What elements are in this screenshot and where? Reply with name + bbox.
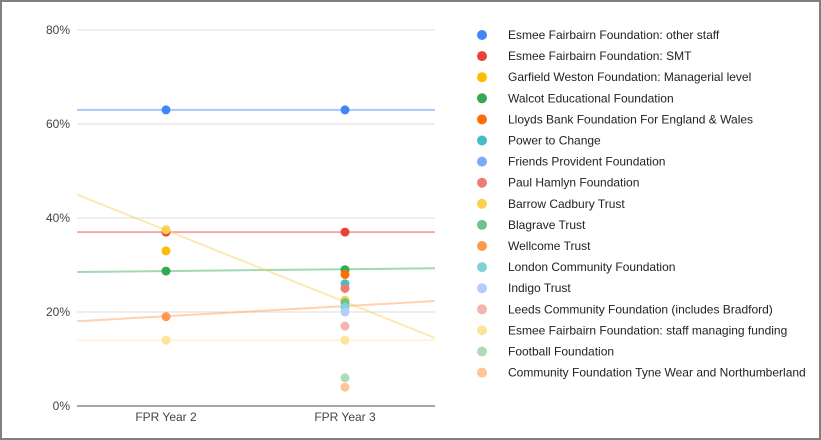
legend-marker xyxy=(477,114,487,125)
legend-marker xyxy=(477,262,487,273)
legend-label: Blagrave Trust xyxy=(508,218,586,232)
legend-label: Wellcome Trust xyxy=(508,239,591,253)
y-tick-label: 60% xyxy=(46,117,70,131)
legend-marker xyxy=(477,72,487,83)
legend-label: Leeds Community Foundation (includes Bra… xyxy=(508,302,773,316)
data-point xyxy=(340,284,350,293)
data-point xyxy=(161,225,171,235)
legend-label: Barrow Cadbury Trust xyxy=(508,197,625,211)
legend-label: Friends Provident Foundation xyxy=(508,155,665,169)
y-tick-label: 20% xyxy=(46,305,70,319)
legend-label: Walcot Educational Foundation xyxy=(508,91,674,105)
data-point xyxy=(340,227,350,237)
legend-marker xyxy=(477,241,487,251)
data-point xyxy=(161,312,171,322)
legend-marker xyxy=(477,325,487,336)
trendline xyxy=(76,193,436,339)
legend-label: Garfield Weston Foundation: Managerial l… xyxy=(508,70,751,84)
data-point xyxy=(340,382,350,392)
data-point xyxy=(161,105,171,115)
x-tick-label: FPR Year 2 xyxy=(135,410,197,424)
legend-label: Indigo Trust xyxy=(508,281,571,295)
legend-label: Lloyds Bank Foundation For England & Wal… xyxy=(508,112,753,126)
data-point xyxy=(161,266,171,276)
legend-marker xyxy=(477,198,487,209)
legend-marker xyxy=(477,156,487,167)
legend-label: Community Foundation Tyne Wear and North… xyxy=(508,366,806,380)
legend-label: Esmee Fairbairn Foundation: staff managi… xyxy=(508,323,787,337)
data-point xyxy=(161,335,171,345)
legend-marker xyxy=(477,51,487,62)
legend-marker xyxy=(477,93,487,104)
data-point xyxy=(161,246,171,256)
legend-label: Football Foundation xyxy=(508,345,614,359)
y-tick-label: 0% xyxy=(53,399,71,413)
legend-marker xyxy=(477,177,487,188)
legend-marker xyxy=(477,135,487,146)
legend-label: Esmee Fairbairn Foundation: SMT xyxy=(508,49,692,63)
data-point xyxy=(340,335,350,345)
data-point xyxy=(340,321,350,331)
legend-marker xyxy=(477,219,487,230)
data-point xyxy=(340,105,350,115)
trendline xyxy=(76,267,436,274)
legend-marker xyxy=(477,346,487,357)
legend-label: Esmee Fairbairn Foundation: other staff xyxy=(508,28,720,42)
legend-marker xyxy=(477,367,487,378)
x-tick-label: FPR Year 3 xyxy=(314,410,376,424)
y-tick-label: 40% xyxy=(46,211,70,225)
data-point xyxy=(340,373,350,383)
legend-marker xyxy=(477,30,487,40)
legend-label: Power to Change xyxy=(508,134,601,148)
data-point xyxy=(340,307,350,317)
y-tick-label: 80% xyxy=(46,23,70,37)
legend-label: Paul Hamlyn Foundation xyxy=(508,176,639,190)
data-point xyxy=(340,269,350,279)
legend-marker xyxy=(477,304,487,315)
legend-label: London Community Foundation xyxy=(508,260,675,274)
trendline xyxy=(76,300,436,323)
legend-marker xyxy=(477,283,487,294)
